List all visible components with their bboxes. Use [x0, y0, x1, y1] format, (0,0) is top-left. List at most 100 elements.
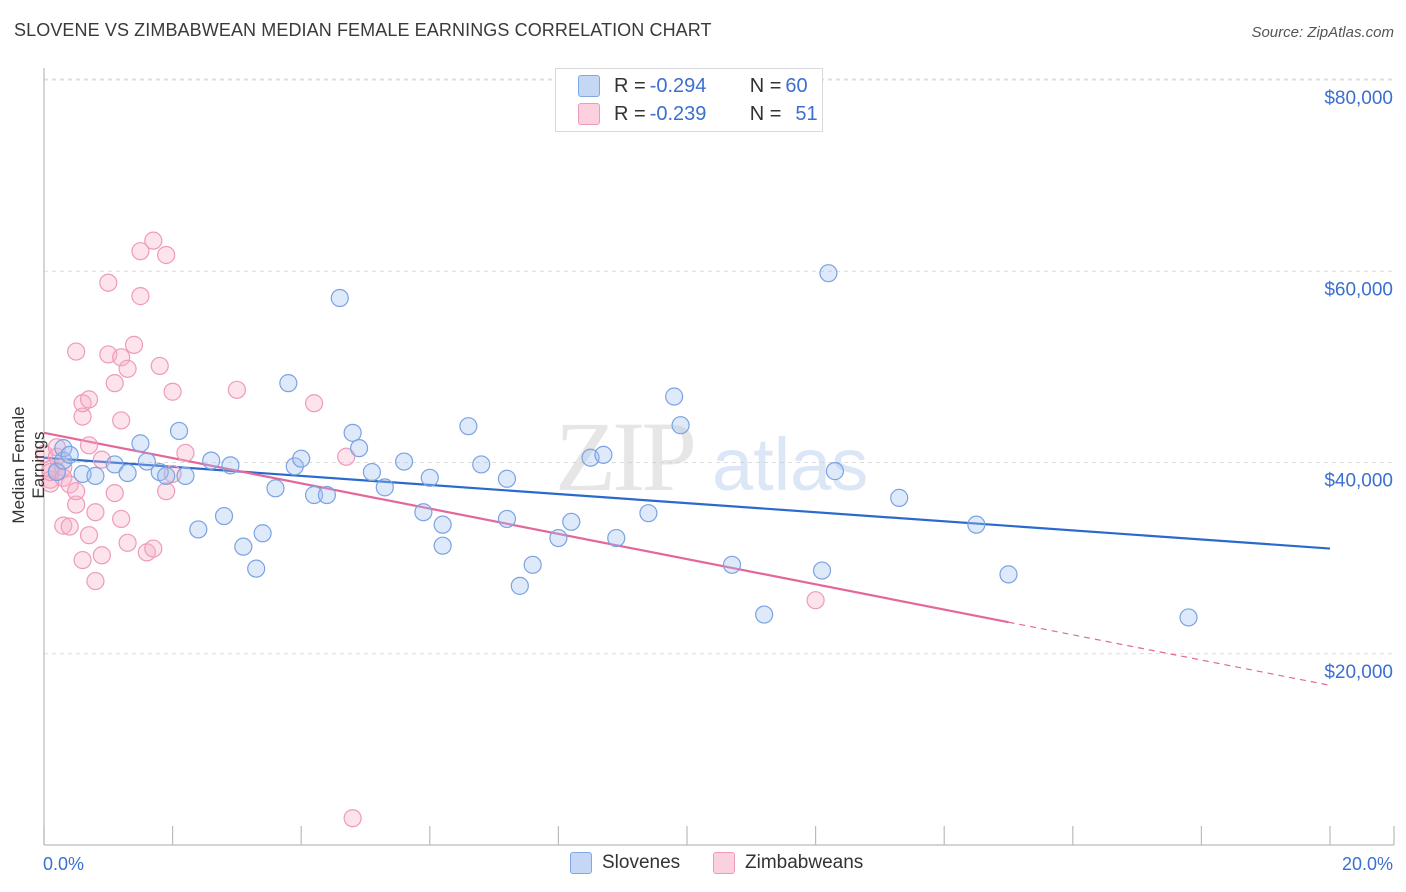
slovene-point-12 [169, 421, 189, 441]
zimbabwean-point-29 [105, 374, 124, 393]
zimbabwean-point-31 [112, 348, 131, 367]
zimbabwean-point-13 [67, 342, 86, 361]
zimbabwean-point-51 [806, 591, 825, 610]
slovene-point-7 [118, 463, 137, 483]
y-tick-label-60000: $60,000 [1324, 279, 1393, 300]
bottom-legend-swatch-slovenes [570, 852, 592, 874]
slovene-point-53 [812, 561, 832, 580]
y-tick-label-80000: $80,000 [1324, 88, 1393, 109]
zimbabwean-point-33 [118, 359, 137, 378]
slovene-point-58 [999, 565, 1018, 584]
slovene-point-20 [253, 524, 272, 543]
zimbabwean-point-47 [227, 380, 246, 399]
slovene-point-57 [967, 515, 986, 534]
zimbabwean-point-14 [67, 495, 86, 514]
slovene-point-6 [105, 455, 124, 474]
slovene-point-48 [639, 504, 658, 523]
zimbabwean-point-44 [163, 382, 182, 401]
legend-swatch-zimbabweans [578, 103, 600, 125]
zimbabwean-point-15 [67, 482, 86, 501]
bottom-legend-label-zimbabweans: Zimbabweans [745, 852, 864, 873]
zimbabwean-point-19 [79, 390, 99, 409]
slovene-point-25 [304, 485, 324, 505]
legend-n-label: N = [749, 74, 782, 97]
zimbabwean-point-37 [131, 287, 150, 306]
slovene-point-28 [343, 423, 362, 442]
slovene-point-0 [47, 462, 66, 482]
bottom-legend-swatch-zimbabweans [713, 852, 735, 874]
slovene-point-33 [414, 503, 433, 522]
zimbabwean-point-46 [176, 443, 195, 463]
slovene-point-24 [292, 449, 311, 468]
slovene-point-18 [234, 537, 253, 556]
slovene-point-19 [247, 559, 266, 578]
slovene-point-13 [176, 466, 195, 485]
zimbabwean-point-49 [337, 447, 356, 466]
slovene-point-5 [86, 466, 105, 485]
legend-r-label: R = [614, 74, 646, 97]
zimbabwean-point-41 [150, 356, 169, 376]
zimbabwean-point-50 [343, 809, 362, 828]
zimbabwean-point-48 [304, 394, 324, 413]
slovene-point-38 [472, 455, 491, 474]
legend-r-value: -0.239 [649, 102, 707, 125]
slovene-point-27 [330, 288, 349, 308]
zimbabwean-point-23 [86, 503, 105, 522]
zimbabwean-point-12 [60, 475, 79, 494]
slovene-point-44 [562, 512, 581, 531]
zimbabwean-point-28 [105, 484, 124, 503]
zimbabwean-point-21 [79, 436, 99, 455]
zimbabwean-point-20 [79, 526, 99, 545]
zimbabwean-trend-line-extrapolated [1008, 621, 1331, 686]
slovene-point-41 [510, 576, 529, 595]
slovene-point-50 [671, 416, 690, 435]
legend-r-label: R = [614, 102, 646, 125]
zimbabwean-point-11 [60, 517, 79, 536]
zimbabwean-point-17 [73, 407, 92, 426]
legend-n-label: N = [749, 102, 782, 125]
zimbabwean-point-39 [144, 539, 163, 558]
y-tick-label-20000: $20,000 [1324, 662, 1393, 683]
slovene-point-37 [459, 417, 478, 436]
bottom-legend-zimbabweans: Zimbabweans [713, 852, 863, 874]
zimbabwean-point-22 [86, 571, 105, 591]
gridlines [44, 78, 1394, 655]
slovene-point-32 [394, 452, 414, 471]
legend-row-zimbabweans: R = -0.239 N = 51 [556, 100, 818, 128]
slovene-point-30 [362, 462, 382, 482]
legend-swatch-slovenes [578, 75, 600, 97]
trend-lines [43, 431, 1331, 686]
slovene-trend-line [43, 456, 1331, 550]
legend-row-slovenes: R = -0.294 N = 60 [556, 72, 808, 100]
slovene-point-47 [607, 528, 626, 548]
slovene-point-29 [349, 439, 369, 458]
slovene-point-2 [54, 439, 73, 458]
bottom-legend-label-slovenes: Slovenes [602, 852, 681, 873]
slovene-point-59 [1179, 608, 1198, 627]
data-points [34, 231, 1198, 828]
slovene-point-40 [497, 509, 517, 529]
y-tick-label-40000: $40,000 [1324, 471, 1393, 492]
x-tick-label-max: 20.0% [1342, 854, 1393, 874]
bottom-legend-slovenes: Slovenes [570, 852, 680, 874]
zimbabwean-point-43 [157, 482, 176, 501]
legend-r-value: -0.294 [649, 74, 707, 97]
slovene-point-35 [433, 536, 452, 555]
chart-title: SLOVENE VS ZIMBABWEAN MEDIAN FEMALE EARN… [14, 20, 712, 40]
zimbabwean-point-24 [92, 546, 111, 565]
slovene-point-11 [157, 466, 176, 485]
slovene-point-39 [497, 469, 517, 488]
legend-n-value: 60 [785, 74, 808, 97]
zimbabwean-point-35 [124, 335, 144, 354]
slovene-point-46 [594, 445, 613, 464]
slovene-point-22 [279, 374, 298, 393]
slovene-point-16 [214, 506, 234, 526]
slovene-point-42 [523, 555, 542, 574]
slovene-point-31 [375, 478, 394, 497]
zimbabwean-point-40 [144, 231, 163, 250]
slovene-point-14 [189, 520, 208, 539]
correlation-legend: R = -0.294 N = 60 R = -0.239 N = 51 [555, 68, 823, 132]
slovene-point-55 [825, 462, 844, 481]
tick-labels: 0.0% 20.0% $20,000 $40,000 $60,000 $80,0… [43, 88, 1393, 874]
